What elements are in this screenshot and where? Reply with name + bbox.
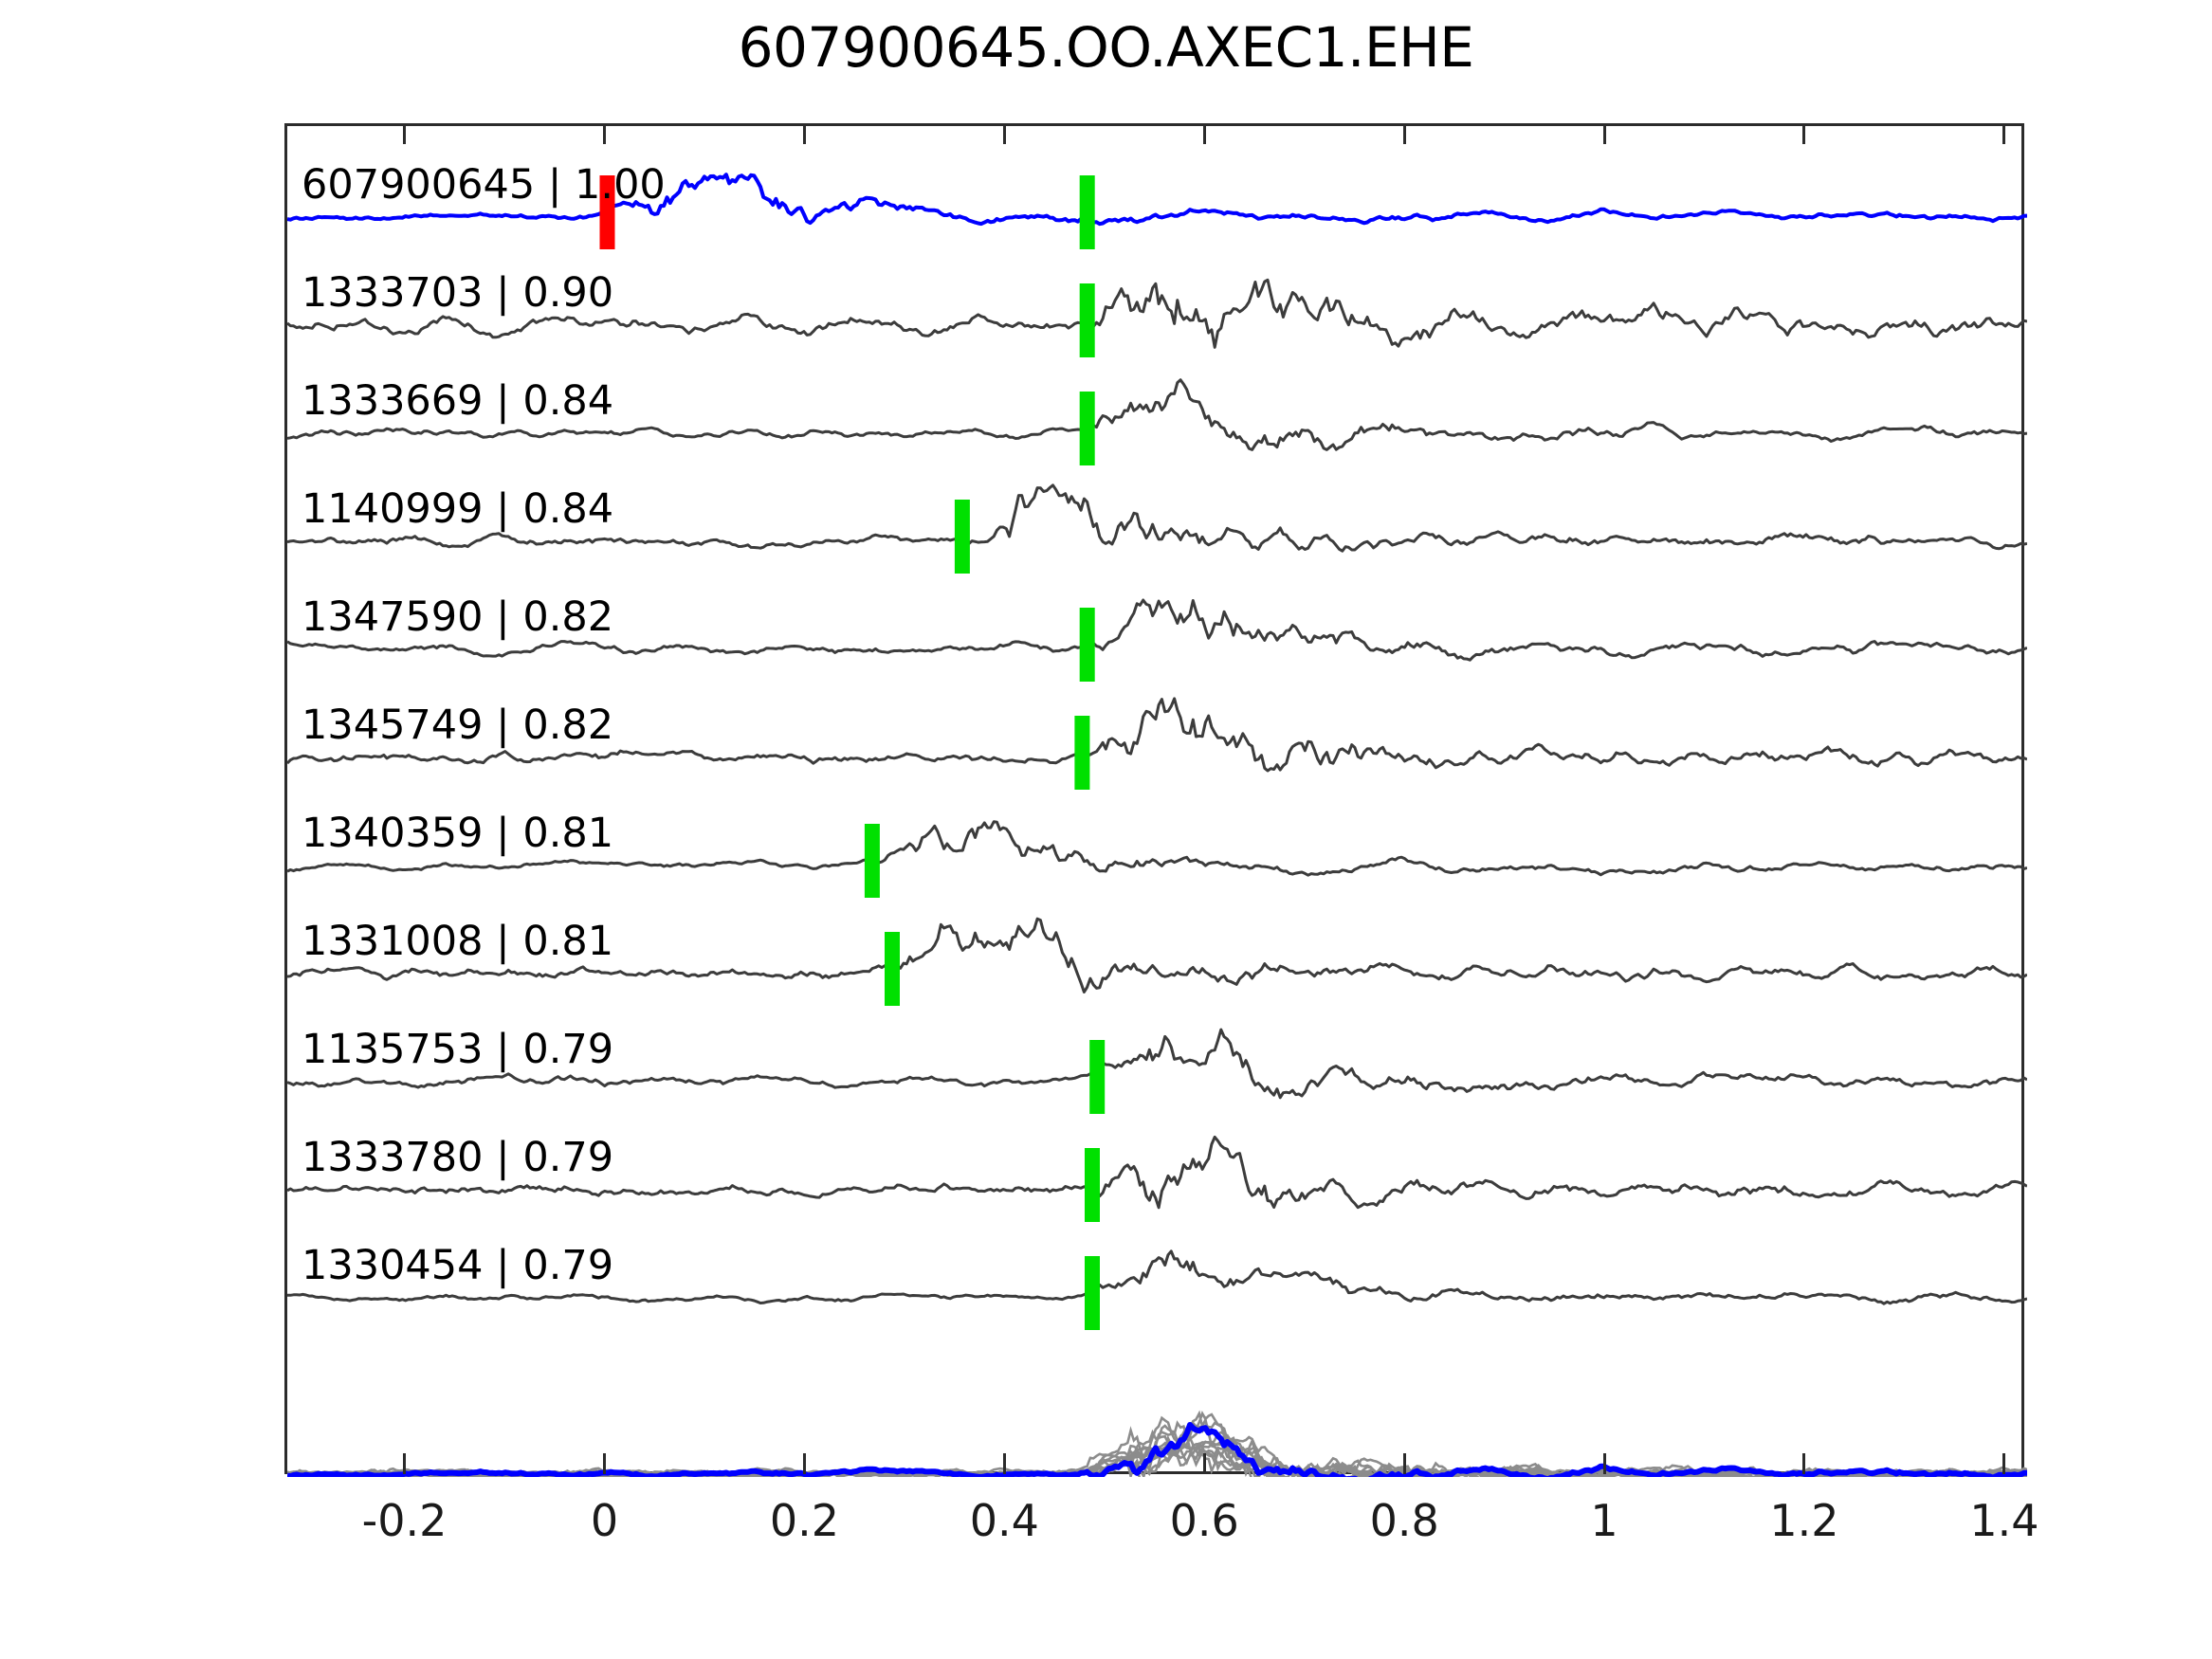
- x-tick-label: 1.4: [1969, 1495, 2039, 1546]
- trace-label: 1345749 | 0.82: [302, 702, 614, 749]
- x-tick-mark: [1202, 1453, 1206, 1474]
- waveform-trace: [287, 483, 2027, 553]
- waveform-trace: [287, 278, 2027, 349]
- trace-label: 1333703 | 0.90: [302, 269, 614, 317]
- x-tick-mark: [403, 1453, 407, 1474]
- detection-pick-marker: [954, 500, 970, 574]
- x-tick-label: 1: [1590, 1495, 1618, 1546]
- waveform-trace: [287, 173, 2027, 227]
- waveform-trace: [287, 917, 2027, 994]
- x-tick-mark-top: [1402, 123, 1406, 144]
- x-tick-label: 0.2: [769, 1495, 839, 1546]
- trace-label: 1340359 | 0.81: [302, 810, 614, 857]
- x-tick-mark: [2002, 1453, 2006, 1474]
- x-tick-mark-top: [403, 123, 407, 144]
- x-tick-label: -0.2: [361, 1495, 448, 1546]
- x-tick-mark-top: [1602, 123, 1606, 144]
- detection-pick-marker: [1085, 1148, 1100, 1222]
- x-tick-mark-top: [1802, 123, 1806, 144]
- trace-label: 607900645 | 1.00: [302, 161, 666, 209]
- x-tick-label: 1.2: [1769, 1495, 1839, 1546]
- trace-label: 1331008 | 0.81: [302, 918, 614, 965]
- template-pick-marker: [599, 175, 615, 249]
- waveform-trace: [287, 1249, 2027, 1305]
- x-tick-mark-top: [1002, 123, 1006, 144]
- trace-label: 1140999 | 0.84: [302, 485, 614, 533]
- x-tick-label: 0.8: [1369, 1495, 1439, 1546]
- page-title: 607900645.OO.AXEC1.EHE: [738, 15, 1474, 80]
- waveform-svg: [287, 173, 2027, 1477]
- waveform-trace: [287, 1028, 2027, 1100]
- detection-pick-marker: [1079, 175, 1095, 249]
- x-tick-label: 0: [590, 1495, 619, 1546]
- detection-pick-marker: [1089, 1040, 1106, 1114]
- x-tick-mark: [602, 1453, 606, 1474]
- waveform-trace: [287, 598, 2027, 662]
- trace-label: 1347590 | 0.82: [302, 593, 614, 641]
- x-tick-label: 0.6: [1169, 1495, 1239, 1546]
- x-tick-mark: [802, 1453, 806, 1474]
- waveform-trace: [287, 378, 2027, 451]
- x-tick-mark-top: [1202, 123, 1206, 144]
- plot-area: [284, 123, 2027, 1477]
- x-tick-label: 0.4: [969, 1495, 1039, 1546]
- waveform-trace: [287, 1135, 2027, 1210]
- waveform-trace: [287, 697, 2027, 773]
- trace-label: 1333669 | 0.84: [302, 377, 614, 425]
- x-tick-mark: [1602, 1453, 1606, 1474]
- x-tick-mark: [1402, 1453, 1406, 1474]
- x-tick-mark: [1802, 1453, 1806, 1474]
- trace-label: 1333780 | 0.79: [302, 1134, 614, 1181]
- detection-pick-marker: [1079, 608, 1095, 682]
- trace-label: 1330454 | 0.79: [302, 1242, 614, 1289]
- detection-pick-marker: [1085, 1256, 1100, 1330]
- stack-mean-trace: [287, 1422, 2027, 1477]
- x-tick-mark-top: [2002, 123, 2006, 144]
- waveform-trace: [287, 820, 2027, 877]
- x-tick-mark: [1002, 1453, 1006, 1474]
- x-tick-mark-top: [602, 123, 606, 144]
- detection-pick-marker: [1079, 392, 1095, 465]
- x-tick-mark-top: [802, 123, 806, 144]
- detection-pick-marker: [1074, 716, 1090, 790]
- detection-pick-marker: [1079, 283, 1095, 357]
- detection-pick-marker: [864, 824, 880, 898]
- trace-label: 1135753 | 0.79: [302, 1026, 614, 1073]
- detection-pick-marker: [885, 932, 900, 1006]
